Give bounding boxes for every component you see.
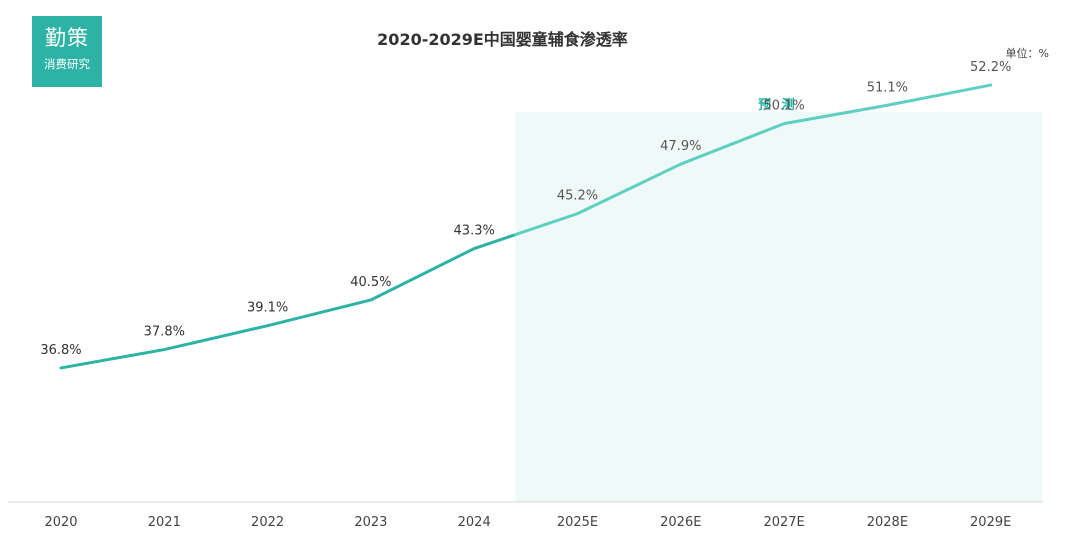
x-tick-label: 2027E [763,515,804,530]
data-labels: 36.8% 37.8% 39.1% 40.5% 43.3% 45.2% 47.9% 50.1%… [40,60,1011,358]
forecast-region-band [515,112,1043,502]
x-tick-label: 2023 [354,515,387,530]
unit-label: 单位：% [1005,47,1049,60]
series-line-segment [369,247,476,302]
series-line-segment [782,103,889,126]
series-line-segment [885,83,993,107]
series-lines [59,83,993,370]
series-line-segment [266,298,373,328]
x-axis-ticks: 2020 2021 2022 2023 2024 2025E 2026E 2027E 2028E… [44,515,1011,530]
data-label: 52.2% [970,60,1011,75]
data-label: 47.9% [660,139,701,154]
series-line-segment [162,324,270,352]
series-line-segment [472,233,518,251]
series-line-segment [576,162,683,216]
brand-logo: 勤策 消费研究 [32,16,102,87]
x-tick-label: 2024 [458,515,491,530]
x-tick-label: 2021 [148,515,181,530]
x-tick-label: 2020 [44,515,77,530]
data-label: 36.8% [40,343,81,358]
chart-title: 2020-2029E中国婴童辅食渗透率 [377,30,628,49]
data-label: 45.2% [557,189,598,204]
forecast-label: 预 测 [758,97,798,113]
x-tick-label: 2028E [867,515,908,530]
x-tick-label: 2022 [251,515,284,530]
data-label: 40.5% [350,275,391,290]
x-tick-label: 2029E [970,515,1011,530]
series-line-segment [514,212,579,237]
series-line-segment [59,348,166,370]
data-label: 50.1% [763,99,804,114]
x-tick-label: 2026E [660,515,701,530]
data-label: 39.1% [247,301,288,316]
series-line-segment [679,122,786,166]
data-label: 43.3% [454,224,495,239]
x-tick-label: 2025E [557,515,598,530]
logo-sub-text: 消费研究 [44,57,90,71]
logo-main-text: 勤策 [45,26,89,50]
data-label: 37.8% [144,325,185,340]
data-label: 51.1% [867,80,908,95]
